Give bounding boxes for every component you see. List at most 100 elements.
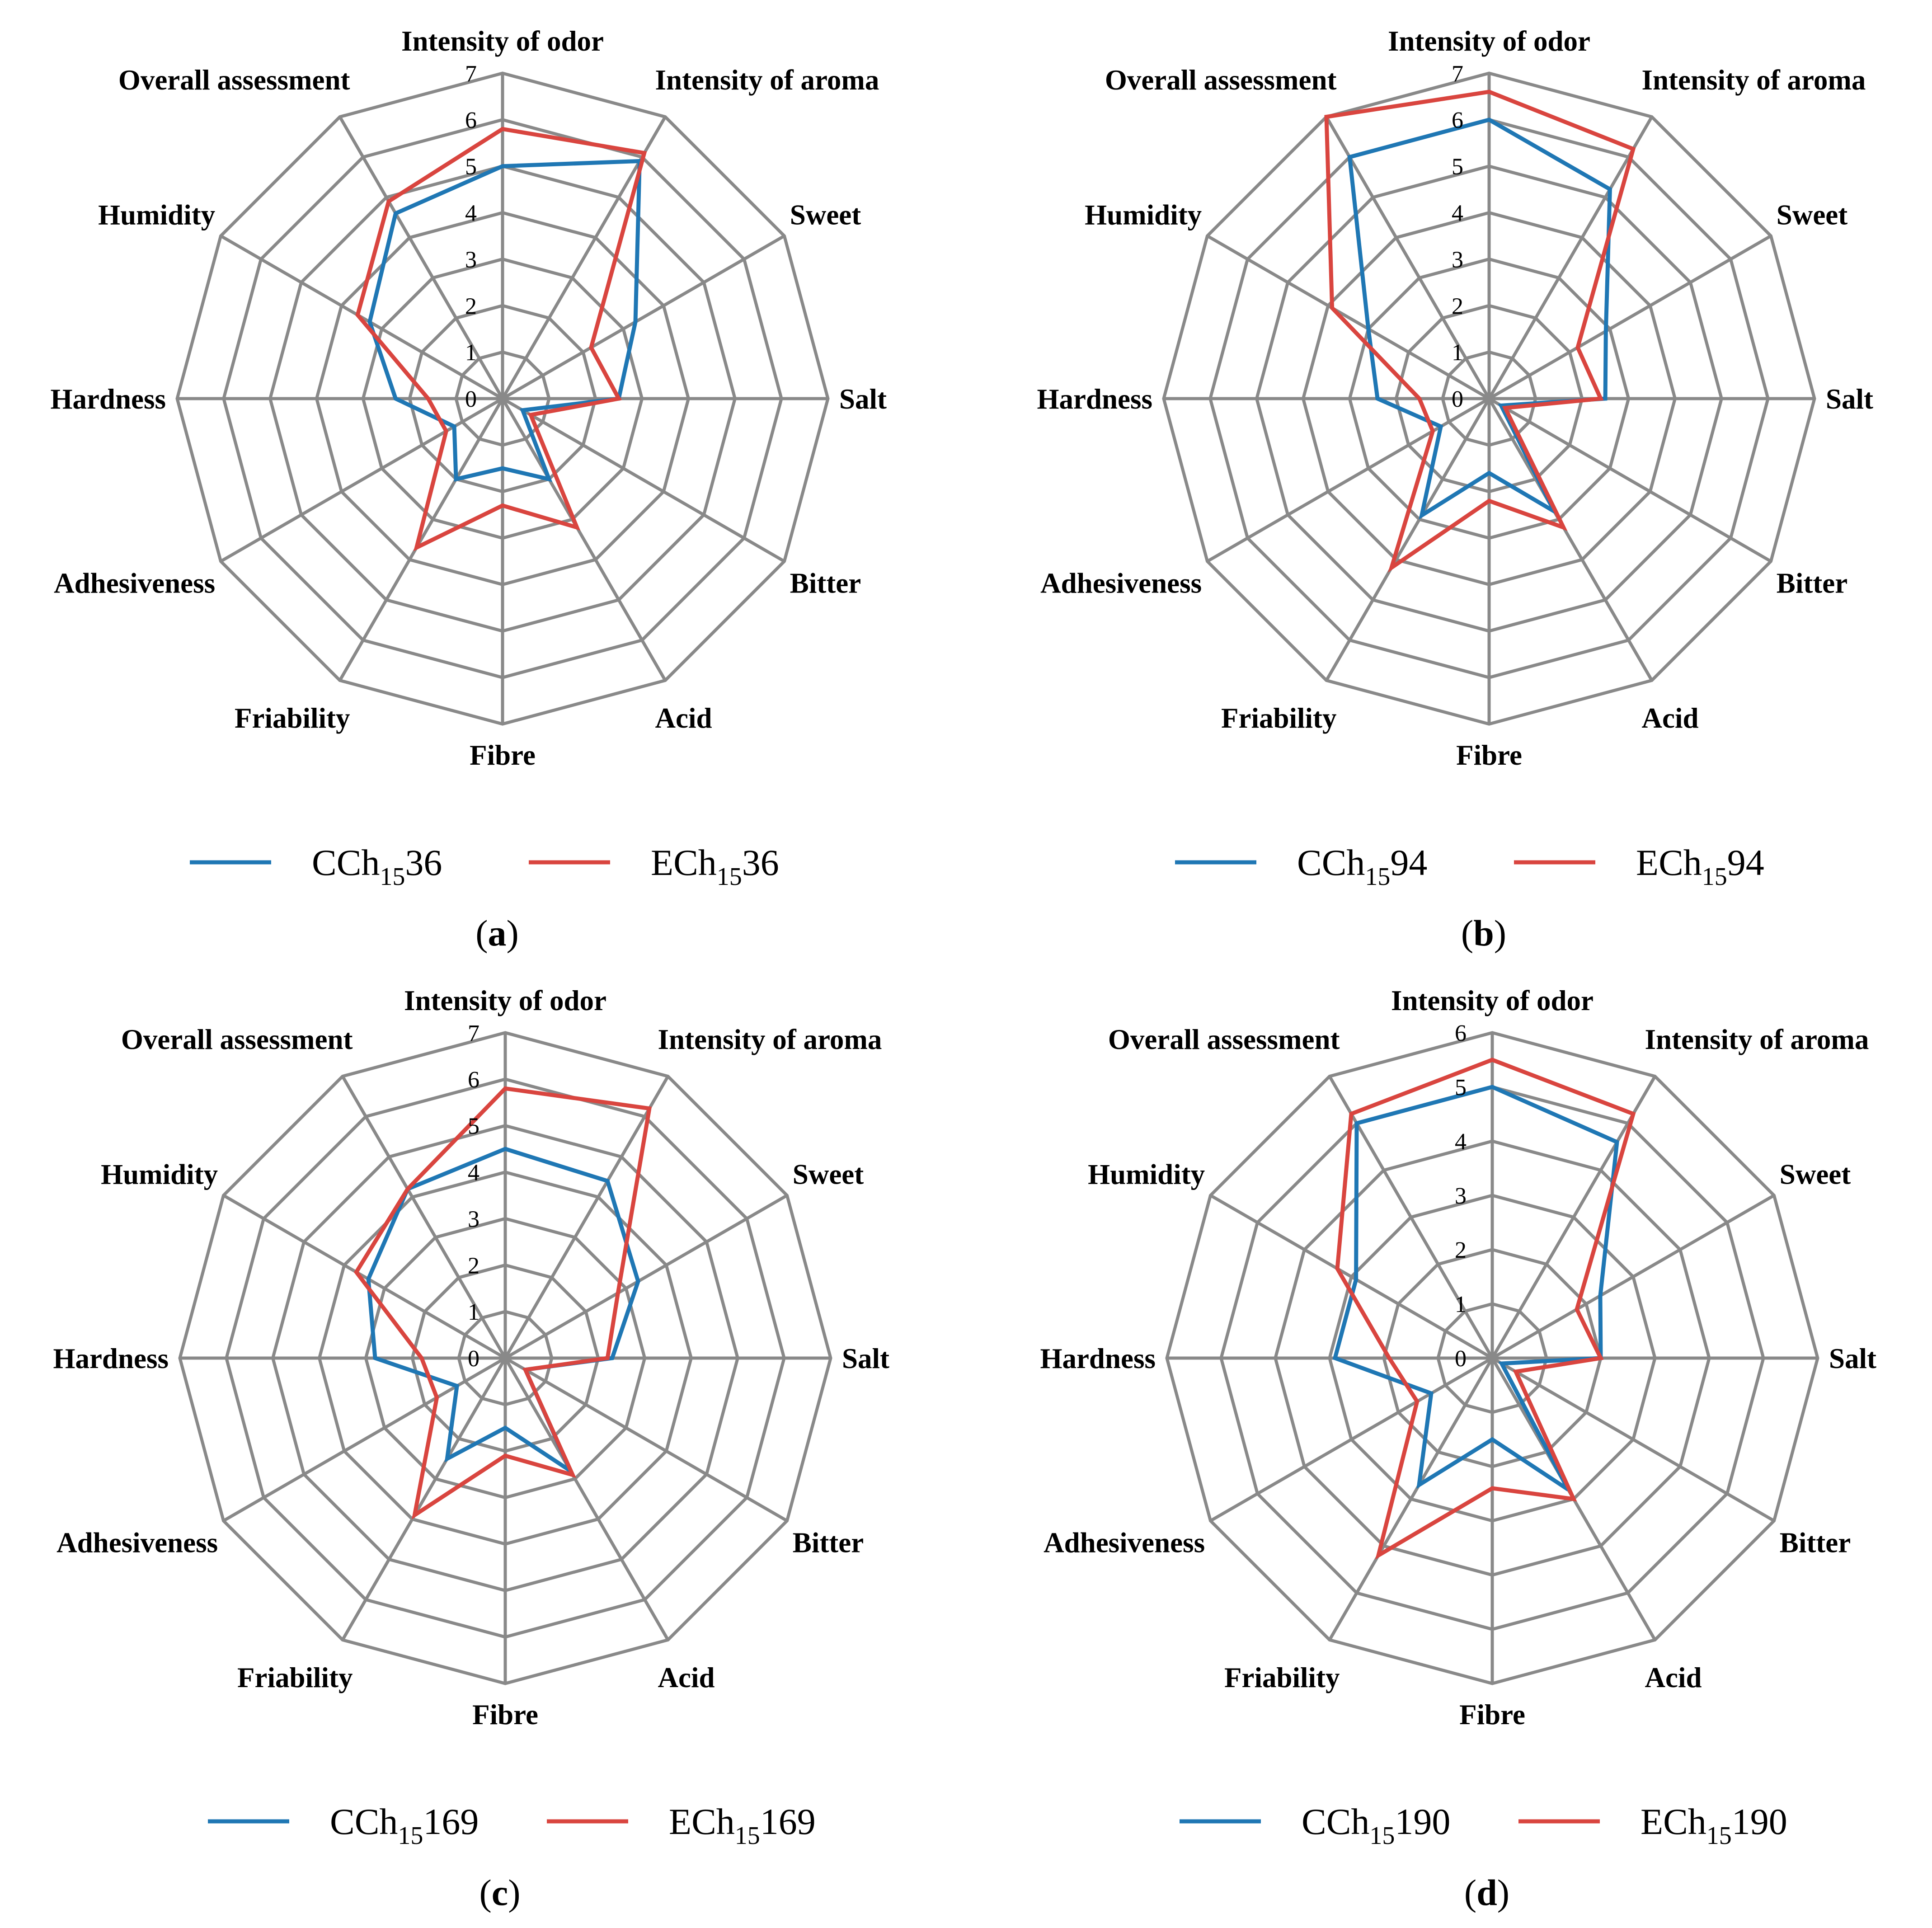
axis-spoke: [502, 234, 785, 400]
axis-label: Adhesiveness: [1044, 1527, 1205, 1559]
axis-label: Hardness: [1037, 383, 1152, 415]
axis-label: Friability: [235, 702, 350, 734]
legend-prefix: ECh: [1636, 842, 1702, 883]
axis-spoke: [341, 1075, 507, 1359]
legend-label: CCh1536: [312, 842, 442, 891]
series-line-cch190: [1332, 1085, 1619, 1491]
legend-subscript: 15: [1706, 1822, 1732, 1850]
axis-label: Bitter: [1777, 568, 1847, 599]
legend-item: ECh15190: [1518, 1801, 1787, 1850]
series-line-ech169: [353, 1086, 652, 1519]
legend-subscript: 15: [1702, 863, 1727, 891]
axis-label: Bitter: [790, 568, 861, 599]
axis-spoke: [338, 116, 504, 400]
legend-item: CCh1536: [190, 842, 442, 891]
legend-label: CCh15169: [330, 1801, 479, 1850]
axis-label: Sweet: [793, 1159, 864, 1190]
legend-item: ECh1536: [529, 842, 779, 891]
axis-label: Humidity: [1085, 199, 1202, 231]
tick-label: 3: [1452, 247, 1463, 273]
tick-label: 5: [465, 154, 477, 180]
axis-label: Intensity of odor: [1388, 25, 1590, 57]
series-line-ech94: [1324, 89, 1636, 573]
radar-panel-a: 0 1 2 3 4 5 6 7 Intensity of odor Intensity of ar…: [50, 25, 887, 954]
radar-panel-b: 0 1 2 3 4 5 6 7 Intensity of odor Intensity of ar…: [1037, 25, 1873, 954]
axis-spoke: [504, 1194, 788, 1360]
panel-caption: (b): [1461, 912, 1506, 954]
axis-label: Intensity of odor: [401, 25, 604, 57]
tick-label: 2: [465, 293, 477, 319]
axis-label: Intensity of aroma: [1642, 64, 1866, 96]
legend-subscript: 15: [735, 1822, 760, 1850]
legend-prefix: CCh: [312, 842, 380, 883]
axis-spoke: [502, 397, 785, 563]
radar-panel-d: 0 1 2 3 4 5 6 Intensity of odor Intensity of aro…: [1040, 985, 1876, 1913]
legend-prefix: CCh: [330, 1801, 398, 1842]
tick-label: 6: [465, 108, 477, 133]
tick-label: 3: [1455, 1183, 1467, 1209]
axis-label: Acid: [658, 1662, 715, 1693]
axis-spoke: [1488, 397, 1772, 563]
axis-label: Fibre: [1456, 739, 1522, 771]
axis-label: Overall assessment: [118, 64, 350, 96]
legend-prefix: CCh: [1297, 842, 1365, 883]
tick-label: 5: [1455, 1075, 1467, 1100]
panel-caption: (a): [475, 912, 519, 954]
axis-spoke: [1487, 398, 1654, 682]
axis-label: Salt: [1829, 1343, 1876, 1374]
axis-spoke: [503, 1357, 670, 1641]
axis-label: Fibre: [472, 1699, 538, 1730]
axis-label: Acid: [1645, 1662, 1702, 1693]
tick-label: 0: [1455, 1346, 1467, 1372]
axis-spoke: [504, 1356, 788, 1523]
axis-spoke: [1209, 1194, 1493, 1360]
legend-label: ECh1594: [1636, 842, 1764, 891]
axis-label: Intensity of odor: [1391, 985, 1594, 1016]
axis-label: Humidity: [1088, 1159, 1205, 1190]
legend-prefix: ECh: [1641, 1801, 1706, 1842]
legend-label: ECh15190: [1641, 1801, 1787, 1850]
radar-panel-c: 0 1 2 3 4 5 6 7 Intensity of odor Intensity of ar…: [53, 985, 889, 1913]
axis-spoke: [1325, 116, 1491, 400]
legend-item: CCh15169: [208, 1801, 479, 1850]
axis-spoke: [1490, 1075, 1657, 1359]
legend-prefix: CCh: [1302, 1801, 1369, 1842]
tick-label: 5: [468, 1114, 479, 1139]
legend-suffix: 36: [405, 842, 442, 883]
tick-label: 7: [465, 61, 477, 87]
tick-label: 0: [465, 386, 477, 412]
tick-label: 4: [465, 201, 477, 226]
axis-label: Salt: [1826, 383, 1873, 415]
legend-suffix: 190: [1732, 1801, 1787, 1842]
series-line-ech190: [1335, 1058, 1636, 1560]
axis-label: Bitter: [793, 1527, 864, 1559]
axis-label: Humidity: [98, 199, 215, 231]
tick-label: 7: [1452, 61, 1463, 87]
tick-label: 4: [1452, 201, 1463, 226]
axis-label: Friability: [1221, 702, 1336, 734]
tick-label: 1: [468, 1299, 479, 1325]
axis-label: Sweet: [790, 199, 861, 231]
axis-spoke: [501, 398, 667, 682]
legend-suffix: 36: [742, 842, 779, 883]
axis-spoke: [1488, 234, 1772, 400]
legend-label: CCh15190: [1302, 1801, 1450, 1850]
axis-label: Friability: [1224, 1662, 1340, 1693]
legend-subscript: 15: [1365, 863, 1390, 891]
axis-spoke: [338, 398, 504, 682]
panel-caption: (c): [479, 1872, 520, 1913]
tick-label: 2: [1452, 293, 1463, 319]
axis-spoke: [1491, 1194, 1775, 1360]
legend-suffix: 94: [1390, 842, 1427, 883]
axis-label: Hardness: [1040, 1343, 1156, 1374]
axis-label: Humidity: [101, 1159, 218, 1190]
axis-label: Intensity of aroma: [658, 1024, 882, 1055]
tick-label: 6: [1452, 108, 1463, 133]
axis-spoke: [222, 1194, 506, 1360]
axis-spoke: [1209, 1356, 1493, 1523]
axis-label: Adhesiveness: [1040, 568, 1202, 599]
tick-label: 0: [1452, 386, 1463, 412]
axis-label: Overall assessment: [1108, 1024, 1340, 1055]
axis-spoke: [503, 1075, 670, 1359]
